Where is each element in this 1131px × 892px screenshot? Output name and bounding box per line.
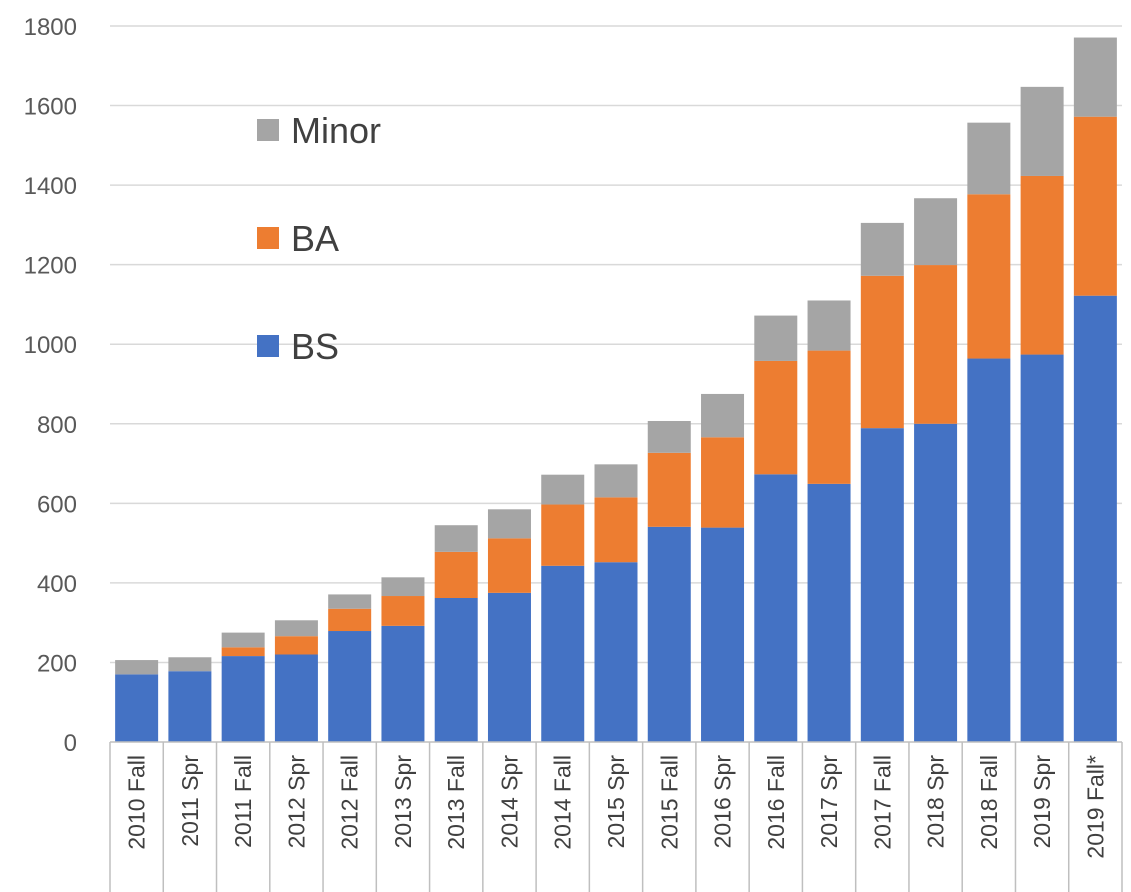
x-tick-label: 2011 Fall — [230, 755, 256, 848]
bar-minor-16 — [967, 122, 1011, 195]
bar-bs-8 — [541, 565, 585, 742]
bar-minor-11 — [701, 393, 745, 438]
x-tick-label: 2012 Spr — [283, 755, 309, 849]
bar-ba-4 — [328, 608, 372, 632]
bar-ba-14 — [860, 275, 904, 429]
bar-bs-4 — [328, 631, 372, 742]
x-tick-label: 2017 Fall — [869, 755, 895, 850]
bar-bs-10 — [647, 526, 691, 742]
bar-bs-1 — [168, 671, 212, 742]
bar-ba-18 — [1073, 116, 1117, 296]
x-tick-label: 2018 Fall — [976, 755, 1002, 850]
bar-minor-10 — [647, 420, 691, 453]
bar-minor-12 — [754, 315, 798, 361]
y-tick-label: 800 — [37, 412, 77, 439]
bar-minor-5 — [381, 577, 425, 597]
bar-bs-15 — [914, 423, 958, 742]
x-tick-label: 2019 Fall* — [1082, 755, 1108, 859]
x-tick-label: 2015 Fall — [656, 755, 682, 850]
bars — [115, 37, 1117, 742]
bar-minor-8 — [541, 474, 585, 505]
bar-ba-15 — [914, 265, 958, 424]
bar-minor-9 — [594, 464, 638, 498]
x-tick-label: 2015 Spr — [603, 755, 629, 849]
x-tick-label: 2014 Spr — [496, 755, 522, 849]
x-axis: 2010 Fall 2011 Spr 2011 Fall 2012 Spr 2012 F… — [109, 741, 1123, 892]
legend-label-minor: Minor — [291, 110, 381, 151]
bar-minor-2 — [221, 632, 265, 648]
bar-minor-6 — [434, 525, 478, 552]
bar-bs-9 — [594, 562, 638, 742]
x-tick-label: 2010 Fall — [124, 755, 150, 850]
x-tick-label: 2013 Spr — [390, 755, 416, 849]
y-tick-label: 400 — [37, 571, 77, 598]
legend-label-ba: BA — [291, 218, 339, 259]
y-tick-label: 0 — [64, 730, 77, 757]
bar-bs-13 — [807, 483, 851, 742]
bar-bs-16 — [967, 358, 1011, 742]
bar-minor-13 — [807, 300, 851, 351]
x-tick-label: 2013 Fall — [443, 755, 469, 850]
bar-minor-1 — [168, 657, 212, 672]
bar-ba-13 — [807, 350, 851, 484]
bar-bs-11 — [701, 527, 745, 742]
bar-ba-8 — [541, 504, 585, 566]
bar-minor-15 — [914, 198, 958, 266]
bar-bs-0 — [115, 674, 159, 742]
bar-ba-3 — [274, 636, 318, 655]
bar-bs-2 — [221, 656, 265, 742]
bar-ba-6 — [434, 551, 478, 598]
bar-ba-2 — [221, 647, 265, 657]
bar-minor-3 — [274, 620, 318, 637]
bar-ba-9 — [594, 497, 638, 563]
legend-swatch-ba — [257, 227, 279, 249]
bar-bs-17 — [1020, 354, 1064, 742]
bar-bs-5 — [381, 625, 425, 742]
x-tick-label: 2017 Spr — [816, 755, 842, 849]
bar-bs-18 — [1073, 295, 1117, 742]
x-tick-label: 2016 Spr — [710, 755, 736, 849]
bar-bs-3 — [274, 654, 318, 742]
bar-bs-14 — [860, 428, 904, 742]
y-tick-label: 600 — [37, 491, 77, 518]
x-tick-label: 2012 Fall — [337, 755, 363, 850]
bar-minor-0 — [115, 660, 159, 675]
bar-ba-16 — [967, 194, 1011, 359]
x-tick-label: 2019 Spr — [1029, 755, 1055, 849]
legend: Minor BA BS — [257, 110, 381, 367]
x-tick-label: 2014 Fall — [550, 755, 576, 850]
bar-ba-10 — [647, 452, 691, 527]
bar-minor-14 — [860, 222, 904, 276]
bar-ba-12 — [754, 360, 798, 475]
bar-bs-6 — [434, 598, 478, 742]
bar-ba-11 — [701, 437, 745, 528]
bar-minor-7 — [487, 509, 531, 539]
y-tick-label: 1800 — [24, 14, 77, 41]
y-tick-label: 1000 — [24, 332, 77, 359]
legend-swatch-bs — [257, 335, 279, 357]
bar-ba-5 — [381, 596, 425, 626]
bar-ba-7 — [487, 538, 531, 593]
y-axis-tick-labels: 0 200 400 600 800 1000 1200 1400 1600 1800 — [24, 14, 77, 757]
x-tick-label: 2016 Fall — [763, 755, 789, 850]
bar-minor-18 — [1073, 37, 1117, 117]
bar-ba-17 — [1020, 175, 1064, 355]
x-tick-label: 2018 Spr — [923, 755, 949, 849]
bar-minor-4 — [328, 594, 372, 609]
y-tick-label: 1400 — [24, 173, 77, 200]
y-tick-label: 1200 — [24, 253, 77, 280]
x-tick-label: 2011 Spr — [177, 755, 203, 847]
bar-minor-17 — [1020, 86, 1064, 176]
legend-label-bs: BS — [291, 326, 339, 367]
bar-bs-7 — [487, 592, 531, 742]
legend-swatch-minor — [257, 119, 279, 141]
y-tick-label: 200 — [37, 650, 77, 677]
bar-bs-12 — [754, 474, 798, 742]
y-tick-label: 1600 — [24, 94, 77, 121]
